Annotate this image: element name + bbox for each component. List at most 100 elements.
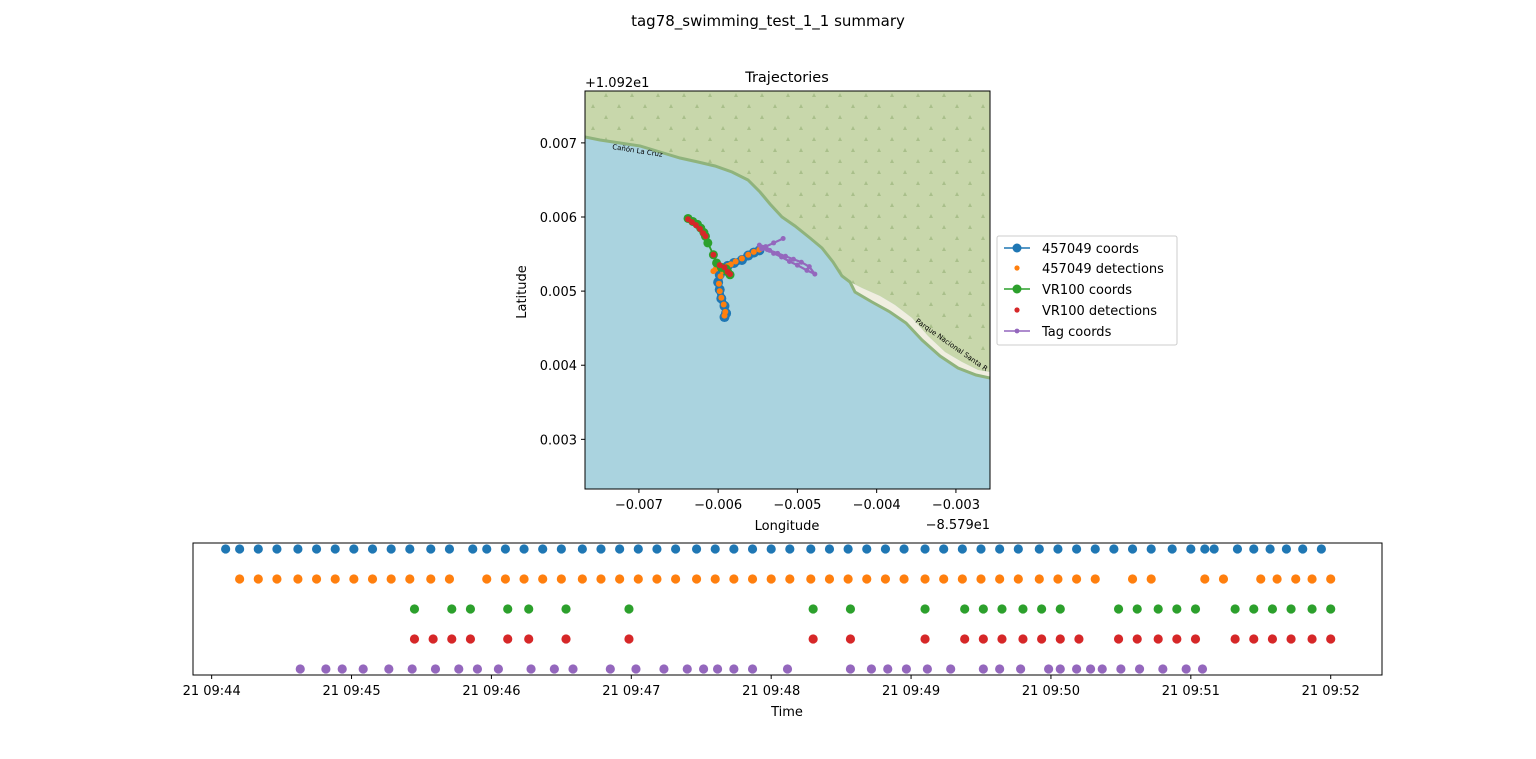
legend-label: 457049 coords bbox=[1042, 242, 1139, 257]
event-marker bbox=[1256, 574, 1266, 584]
map-frame bbox=[584, 90, 991, 490]
event-marker bbox=[633, 574, 643, 584]
event-marker bbox=[1071, 544, 1082, 554]
event-marker bbox=[407, 664, 417, 674]
event-marker bbox=[1326, 604, 1336, 614]
event-marker bbox=[1146, 544, 1156, 554]
event-marker bbox=[1307, 634, 1317, 644]
data-point bbox=[732, 258, 739, 265]
event-marker bbox=[1055, 604, 1065, 614]
event-marker bbox=[465, 604, 476, 614]
event-marker bbox=[561, 604, 571, 614]
event-marker bbox=[766, 544, 776, 554]
data-point bbox=[780, 235, 786, 241]
event-marker bbox=[997, 604, 1007, 614]
event-marker bbox=[405, 544, 415, 554]
event-marker bbox=[253, 544, 263, 554]
event-marker bbox=[1158, 664, 1168, 674]
event-marker bbox=[1200, 574, 1210, 584]
event-marker bbox=[997, 634, 1007, 644]
event-marker bbox=[1307, 574, 1317, 584]
event-marker bbox=[1249, 544, 1259, 554]
event-marker bbox=[1286, 634, 1296, 644]
data-point bbox=[696, 225, 703, 232]
event-marker bbox=[337, 664, 347, 674]
legend-marker bbox=[1012, 243, 1022, 253]
legend-marker bbox=[1014, 307, 1020, 313]
event-marker bbox=[577, 544, 587, 554]
event-marker bbox=[866, 664, 877, 674]
event-marker bbox=[1298, 544, 1308, 554]
event-marker bbox=[454, 664, 464, 674]
event-marker bbox=[845, 634, 856, 644]
event-marker bbox=[1326, 574, 1336, 584]
event-marker bbox=[482, 544, 492, 554]
timeline-series-2 bbox=[409, 604, 1336, 614]
event-marker bbox=[1230, 634, 1240, 644]
time-tick-label: 21 09:50 bbox=[1022, 684, 1080, 699]
event-marker bbox=[920, 544, 930, 554]
data-point bbox=[692, 222, 699, 229]
time-tick-label: 21 09:49 bbox=[882, 684, 940, 699]
timeline-axes: 21 09:44 21 09:45 21 09:46 21 09:47 21 09:48… bbox=[183, 542, 1383, 720]
data-point bbox=[720, 301, 727, 308]
event-marker bbox=[631, 664, 641, 674]
event-marker bbox=[367, 544, 378, 554]
data-point bbox=[710, 268, 717, 275]
event-marker bbox=[1053, 574, 1063, 584]
trajectories-axes: Cañón La Cruz Parque Nacional Santa R −0… bbox=[515, 70, 991, 534]
data-point bbox=[764, 247, 770, 253]
event-marker bbox=[500, 544, 511, 554]
event-marker bbox=[1097, 664, 1107, 674]
data-point bbox=[775, 250, 781, 256]
event-marker bbox=[1053, 544, 1063, 554]
event-marker bbox=[710, 544, 720, 554]
data-point bbox=[771, 240, 777, 246]
legend-item: Tag coords bbox=[1004, 325, 1112, 340]
x-tick-label: −0.006 bbox=[694, 498, 742, 513]
event-marker bbox=[1281, 544, 1292, 554]
data-point bbox=[710, 251, 717, 258]
event-marker bbox=[1230, 604, 1240, 614]
figure-title: tag78_swimming_test_1_1 summary bbox=[631, 12, 905, 31]
event-marker bbox=[1055, 634, 1065, 644]
event-marker bbox=[519, 574, 529, 584]
map-background: Cañón La Cruz Parque Nacional Santa R bbox=[585, 91, 990, 489]
event-marker bbox=[691, 574, 702, 584]
timeline-series-0 bbox=[221, 544, 1326, 554]
event-marker bbox=[503, 604, 513, 614]
event-marker bbox=[221, 544, 231, 554]
map-ylabel: Latitude bbox=[515, 265, 530, 319]
data-point bbox=[738, 255, 745, 262]
event-marker bbox=[883, 664, 893, 674]
event-marker bbox=[253, 574, 263, 584]
event-marker bbox=[710, 574, 720, 584]
event-marker bbox=[1013, 574, 1023, 584]
event-marker bbox=[1181, 664, 1191, 674]
data-point bbox=[716, 288, 723, 295]
event-marker bbox=[472, 664, 483, 674]
event-marker bbox=[1034, 574, 1044, 584]
event-marker bbox=[1113, 634, 1124, 644]
event-marker bbox=[409, 604, 420, 614]
data-point bbox=[794, 262, 800, 268]
event-marker bbox=[633, 544, 643, 554]
event-marker bbox=[1013, 544, 1023, 554]
event-marker bbox=[1267, 604, 1278, 614]
event-marker bbox=[920, 604, 930, 614]
event-marker bbox=[1172, 604, 1182, 614]
event-marker bbox=[235, 544, 245, 554]
event-marker bbox=[293, 574, 303, 584]
event-marker bbox=[426, 574, 436, 584]
data-point bbox=[798, 259, 804, 265]
event-marker bbox=[957, 574, 967, 584]
data-point bbox=[804, 267, 810, 273]
time-tick-label: 21 09:47 bbox=[602, 684, 660, 699]
data-point bbox=[702, 233, 709, 240]
legend-label: 457049 detections bbox=[1042, 262, 1164, 277]
event-marker bbox=[349, 574, 359, 584]
event-marker bbox=[321, 664, 331, 674]
event-marker bbox=[766, 574, 776, 584]
event-marker bbox=[843, 544, 853, 554]
event-marker bbox=[538, 574, 548, 584]
